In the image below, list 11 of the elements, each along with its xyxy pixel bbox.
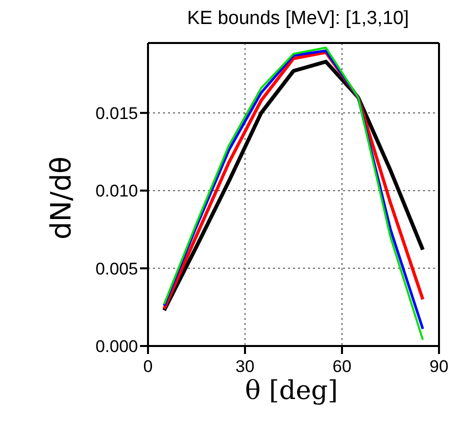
x-tick-label: 0 xyxy=(143,357,153,376)
y-axis-title: dN/dθ xyxy=(44,156,78,240)
y-tick-label: 0.000 xyxy=(95,337,138,356)
x-tick-label: 90 xyxy=(430,357,448,376)
chart-title: KE bounds [MeV]: [1,3,10] xyxy=(186,8,410,30)
y-tick-label: 0.005 xyxy=(95,259,138,278)
x-tick-label: 30 xyxy=(236,357,254,376)
y-tick-label: 0.015 xyxy=(95,104,138,123)
y-tick-label: 0.010 xyxy=(95,182,138,201)
x-tick-label: 60 xyxy=(332,357,352,376)
x-axis-title: θ [deg] xyxy=(244,376,339,406)
